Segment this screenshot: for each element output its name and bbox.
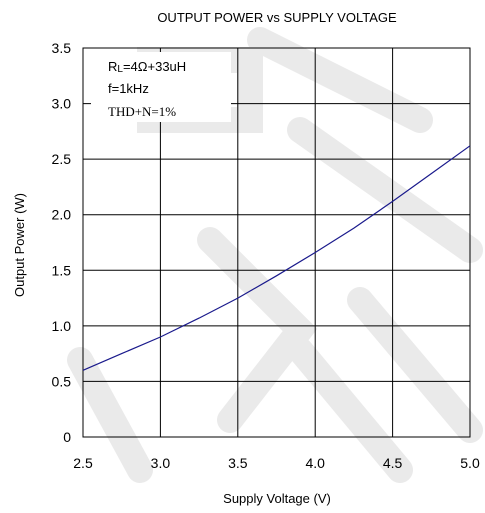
x-tick-labels: 2.5 3.0 3.5 4.0 4.5 5.0 (73, 455, 480, 471)
annotation-box: RL=4Ω+33uH f=1kHz THD+N=1% (91, 52, 231, 122)
x-tick-label-0: 2.5 (73, 455, 93, 471)
y-tick-label-7: 3.5 (52, 40, 72, 56)
annotation-line-1: RL=4Ω+33uH (108, 59, 186, 75)
annotation-rl-subscript: L (117, 64, 123, 75)
x-axis-label: Supply Voltage (V) (223, 491, 331, 506)
y-tick-label-2: 1.0 (52, 318, 72, 334)
plot-frame (82, 47, 471, 438)
x-tick-label-3: 4.0 (305, 455, 325, 471)
y-axis-label: Output Power (W) (12, 193, 27, 297)
annotation-rl-value: =4Ω+33uH (123, 59, 186, 74)
plot-border (82, 47, 471, 438)
watermark (67, 27, 483, 483)
series-lines (82, 145, 471, 371)
x-tick-label-1: 3.0 (151, 455, 171, 471)
y-tick-label-6: 3.0 (52, 96, 72, 112)
y-tick-label-4: 2.0 (52, 207, 72, 223)
y-tick-label-0: 0 (63, 429, 71, 445)
grid (82, 47, 471, 438)
y-tick-label-5: 2.5 (52, 151, 72, 167)
y-tick-labels: 0 0.5 1.0 1.5 2.0 2.5 3.0 3.5 (52, 40, 72, 445)
y-tick-label-1: 0.5 (52, 373, 72, 389)
chart-title: OUTPUT POWER vs SUPPLY VOLTAGE (157, 10, 397, 25)
annotation-line-3: THD+N=1% (108, 104, 176, 119)
x-tick-label-2: 3.5 (228, 455, 248, 471)
y-tick-label-3: 1.5 (52, 262, 72, 278)
annotation-rl: R (108, 59, 117, 74)
annotation-line-2: f=1kHz (108, 81, 149, 96)
x-tick-label-5: 5.0 (460, 455, 480, 471)
series-line-0 (82, 145, 471, 371)
x-tick-label-4: 4.5 (383, 455, 403, 471)
